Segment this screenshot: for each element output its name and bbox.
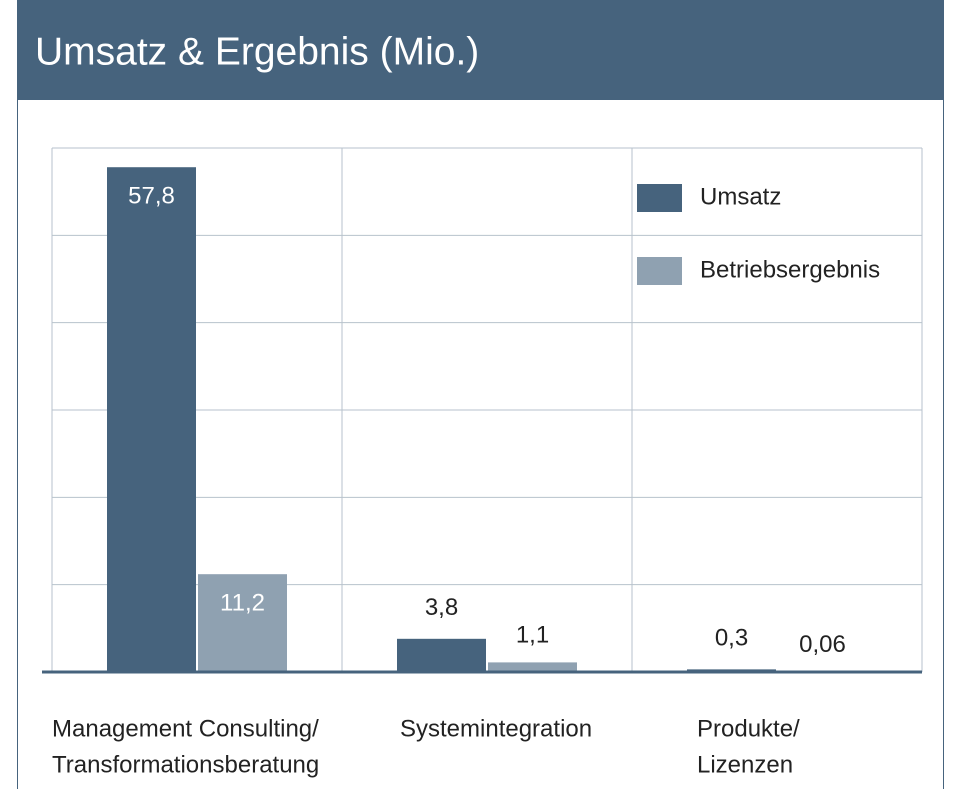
x-tick-label: Transformationsberatung bbox=[52, 751, 319, 778]
data-label: 11,2 bbox=[220, 590, 265, 617]
legend-swatch bbox=[637, 184, 682, 212]
legend-swatch bbox=[637, 257, 682, 285]
data-label: 3,8 bbox=[425, 594, 458, 621]
chart-title: Umsatz & Ergebnis (Mio.) bbox=[35, 30, 479, 73]
data-label: 57,8 bbox=[128, 183, 175, 210]
data-label: 1,1 bbox=[516, 622, 549, 649]
x-tick-label: Systemintegration bbox=[400, 715, 592, 742]
x-tick-label: Lizenzen bbox=[697, 751, 793, 778]
bar bbox=[488, 662, 577, 672]
bar bbox=[397, 638, 486, 672]
legend-label: Umsatz bbox=[700, 183, 781, 210]
header-bar bbox=[17, 0, 944, 100]
x-tick-label: Management Consulting/ bbox=[52, 715, 319, 742]
data-label: 0,06 bbox=[799, 631, 846, 658]
bar bbox=[198, 574, 287, 672]
data-label: 0,3 bbox=[715, 625, 748, 652]
x-tick-label: Produkte/ bbox=[697, 715, 800, 742]
bar bbox=[107, 167, 196, 673]
legend-label: Betriebsergebnis bbox=[700, 256, 880, 283]
